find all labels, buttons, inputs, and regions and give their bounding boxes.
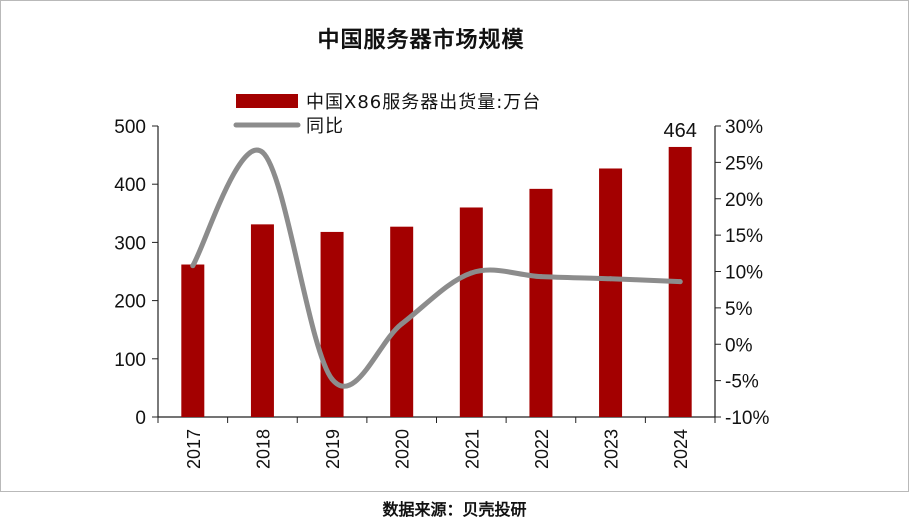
- chart: 0 100 200 300 400 500 -10% -5% 0% 5% 10% 15% 20% 25%…: [114, 92, 769, 469]
- right-tick-label: -10%: [725, 408, 769, 429]
- left-tick-label: 100: [114, 350, 146, 371]
- line-point: [399, 321, 405, 327]
- line-point: [329, 376, 335, 382]
- x-axis-ticks: 2017 2018 2019 2020 2021 2022 2023 2024: [157, 417, 716, 469]
- x-tick-label: 2024: [671, 429, 691, 469]
- line-point: [677, 279, 683, 285]
- right-tick-label: -5%: [725, 372, 759, 393]
- bar-series: [181, 146, 692, 417]
- line-point: [468, 270, 474, 276]
- right-axis-ticks: -10% -5% 0% 5% 10% 15% 20% 25% 30%: [715, 117, 769, 429]
- legend-bar-swatch: [236, 94, 298, 108]
- legend-line-label: 同比: [306, 116, 344, 137]
- line-series: [190, 147, 683, 389]
- bar: [320, 231, 344, 417]
- line-point: [608, 276, 614, 282]
- x-tick-label: 2023: [602, 429, 622, 469]
- chart-title: 中国服务器市场规模: [317, 28, 525, 53]
- x-tick-label: 2018: [253, 429, 273, 469]
- right-tick-label: 10%: [725, 263, 763, 284]
- left-tick-label: 300: [114, 233, 146, 254]
- line-point: [190, 263, 196, 269]
- line-point: [259, 149, 265, 155]
- right-tick-label: 20%: [725, 190, 763, 211]
- legend: 中国X86服务器出货量:万台 同比: [233, 92, 541, 137]
- left-axis-ticks: 0 100 200 300 400 500: [114, 117, 158, 429]
- right-tick-label: 0%: [725, 335, 753, 356]
- left-tick-label: 200: [114, 292, 146, 313]
- right-tick-label: 25%: [725, 153, 763, 174]
- x-tick-label: 2019: [323, 429, 343, 469]
- right-tick-label: 15%: [725, 226, 763, 247]
- x-tick-label: 2022: [532, 429, 552, 469]
- x-tick-label: 2017: [184, 429, 204, 469]
- left-tick-label: 500: [114, 117, 146, 138]
- axes: [157, 126, 716, 418]
- bar: [459, 207, 483, 417]
- data-labels: 464: [664, 120, 697, 142]
- left-tick-label: 0: [135, 408, 146, 429]
- line-point: [538, 274, 544, 280]
- right-tick-label: 5%: [725, 299, 753, 320]
- x-tick-label: 2020: [393, 429, 413, 469]
- bar: [181, 264, 205, 417]
- bar: [529, 188, 553, 417]
- bar: [250, 224, 274, 417]
- source-note: 数据来源：贝壳投研: [382, 500, 527, 519]
- data-label: 464: [664, 120, 697, 142]
- bar: [599, 168, 623, 417]
- x-tick-label: 2021: [462, 429, 482, 469]
- right-tick-label: 30%: [725, 117, 763, 138]
- legend-bar-label: 中国X86服务器出货量:万台: [306, 92, 541, 113]
- left-tick-label: 400: [114, 175, 146, 196]
